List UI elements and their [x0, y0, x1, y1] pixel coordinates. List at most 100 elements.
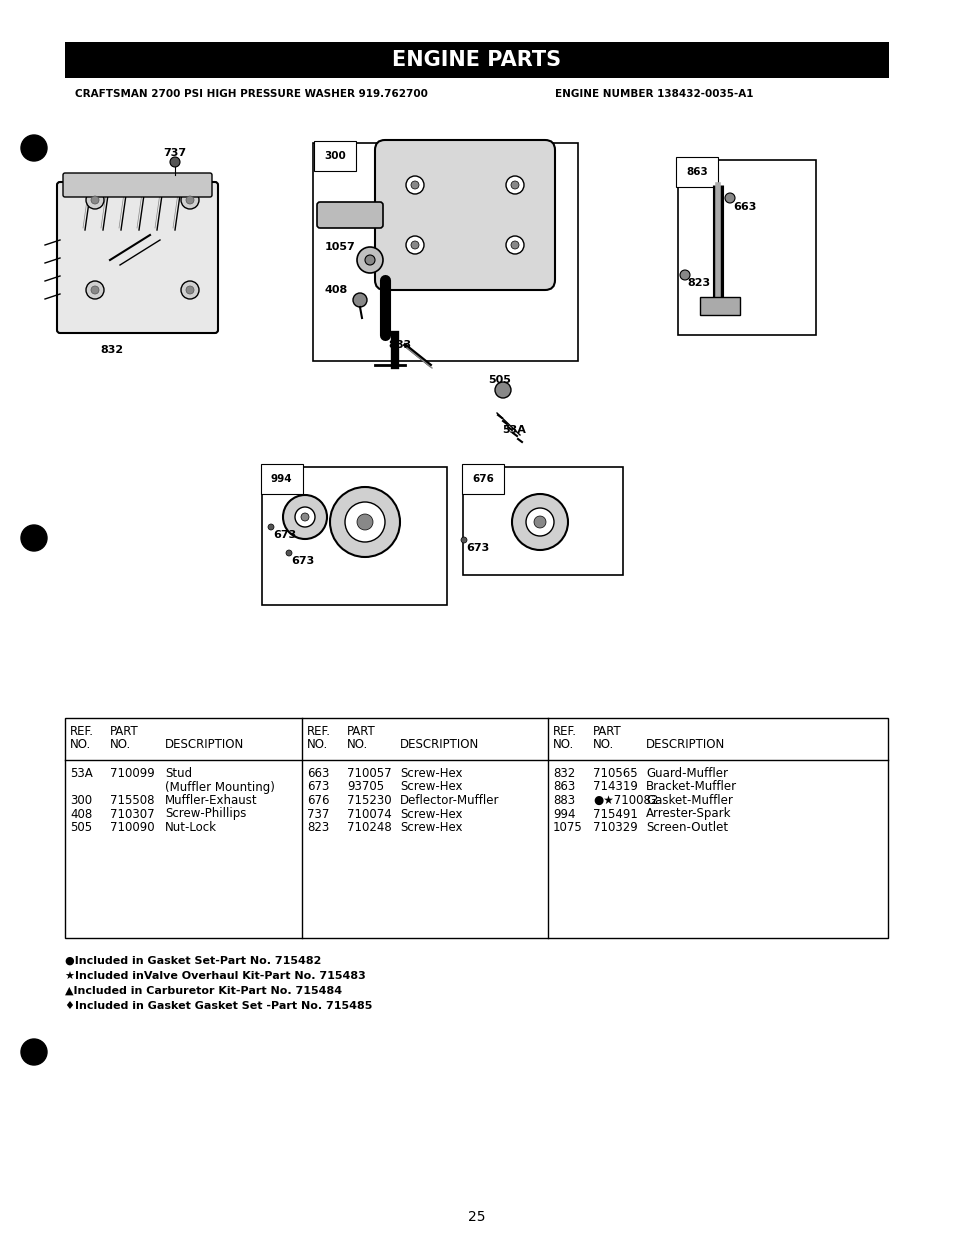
Text: 408: 408	[325, 285, 348, 295]
Text: ENGINE NUMBER 138432-0035-A1: ENGINE NUMBER 138432-0035-A1	[555, 89, 753, 99]
Text: 714319: 714319	[593, 780, 638, 794]
Circle shape	[406, 236, 423, 254]
Circle shape	[294, 508, 314, 527]
Text: Screw-Hex: Screw-Hex	[399, 821, 462, 834]
Text: 832: 832	[553, 768, 575, 780]
Text: ●Included in Gasket Set-Part No. 715482: ●Included in Gasket Set-Part No. 715482	[65, 956, 321, 966]
Text: 673: 673	[307, 780, 329, 794]
Circle shape	[283, 495, 327, 539]
Text: PART: PART	[110, 725, 138, 738]
Circle shape	[460, 537, 467, 543]
Text: NO.: NO.	[110, 738, 132, 751]
Text: 710307: 710307	[110, 807, 154, 821]
Text: 710074: 710074	[347, 807, 392, 821]
FancyBboxPatch shape	[316, 202, 382, 228]
Text: 93705: 93705	[347, 780, 384, 794]
Text: 300: 300	[70, 794, 92, 807]
Text: ENGINE PARTS: ENGINE PARTS	[392, 50, 561, 71]
Circle shape	[505, 236, 523, 254]
Circle shape	[411, 181, 418, 189]
Circle shape	[21, 135, 47, 161]
Circle shape	[511, 181, 518, 189]
Text: 832: 832	[100, 345, 123, 355]
Circle shape	[356, 248, 382, 274]
Bar	[65, 718, 887, 938]
Text: Bracket-Muffler: Bracket-Muffler	[645, 780, 737, 794]
Circle shape	[301, 513, 309, 521]
Circle shape	[345, 501, 385, 542]
Text: PART: PART	[593, 725, 621, 738]
Bar	[313, 144, 578, 361]
Bar	[65, 42, 888, 78]
Bar	[678, 160, 815, 335]
Circle shape	[365, 255, 375, 265]
Text: DESCRIPTION: DESCRIPTION	[165, 738, 244, 751]
Text: Screw-Phillips: Screw-Phillips	[165, 807, 246, 821]
Text: 883: 883	[553, 794, 575, 807]
Text: Arrester-Spark: Arrester-Spark	[645, 807, 731, 821]
Circle shape	[186, 196, 193, 204]
Text: 505: 505	[70, 821, 92, 834]
Text: 823: 823	[307, 821, 329, 834]
Circle shape	[505, 176, 523, 194]
Text: DESCRIPTION: DESCRIPTION	[645, 738, 724, 751]
Circle shape	[511, 241, 518, 249]
Text: 663: 663	[307, 768, 329, 780]
Circle shape	[356, 514, 373, 530]
Circle shape	[186, 286, 193, 293]
Circle shape	[21, 525, 47, 551]
Text: 673: 673	[273, 530, 296, 540]
Text: REF.: REF.	[70, 725, 94, 738]
Circle shape	[330, 487, 399, 557]
Text: 715508: 715508	[110, 794, 154, 807]
Text: 883: 883	[388, 340, 411, 350]
Text: 823: 823	[686, 279, 709, 288]
Text: PART: PART	[347, 725, 375, 738]
Text: 737: 737	[307, 807, 329, 821]
Text: NO.: NO.	[307, 738, 328, 751]
Circle shape	[724, 193, 734, 203]
Bar	[700, 297, 740, 314]
Text: 710248: 710248	[347, 821, 392, 834]
Circle shape	[86, 191, 104, 209]
Text: 710099: 710099	[110, 768, 154, 780]
Text: Nut-Lock: Nut-Lock	[165, 821, 216, 834]
Text: 710329: 710329	[593, 821, 638, 834]
Text: Stud: Stud	[165, 768, 192, 780]
Text: NO.: NO.	[70, 738, 91, 751]
Text: 673: 673	[465, 543, 489, 553]
Circle shape	[91, 196, 99, 204]
Bar	[462, 467, 622, 574]
Bar	[262, 467, 447, 605]
Text: Screw-Hex: Screw-Hex	[399, 780, 462, 794]
Text: 715491: 715491	[593, 807, 638, 821]
Text: 676: 676	[472, 474, 494, 484]
Text: ▲Included in Carburetor Kit-Part No. 715484: ▲Included in Carburetor Kit-Part No. 715…	[65, 985, 342, 997]
Text: REF.: REF.	[553, 725, 577, 738]
Circle shape	[679, 270, 689, 280]
Circle shape	[86, 281, 104, 300]
Text: 53A: 53A	[501, 425, 525, 435]
Text: Screw-Hex: Screw-Hex	[399, 768, 462, 780]
Text: ★Included inValve Overhaul Kit-Part No. 715483: ★Included inValve Overhaul Kit-Part No. …	[65, 971, 365, 980]
Text: 710565: 710565	[593, 768, 637, 780]
Circle shape	[406, 176, 423, 194]
Text: 408: 408	[70, 807, 92, 821]
FancyBboxPatch shape	[63, 173, 212, 197]
Text: 863: 863	[553, 780, 575, 794]
Text: Screen-Outlet: Screen-Outlet	[645, 821, 727, 834]
Text: 715230: 715230	[347, 794, 392, 807]
Circle shape	[170, 157, 180, 167]
Text: 863: 863	[685, 167, 707, 177]
Circle shape	[181, 281, 199, 300]
Text: 1057: 1057	[325, 241, 355, 253]
Text: 505: 505	[488, 375, 511, 385]
Circle shape	[91, 286, 99, 293]
Text: Gasket-Muffler: Gasket-Muffler	[645, 794, 732, 807]
Circle shape	[268, 524, 274, 530]
Text: 663: 663	[732, 202, 756, 212]
Circle shape	[181, 191, 199, 209]
Text: 710057: 710057	[347, 768, 392, 780]
Text: DESCRIPTION: DESCRIPTION	[399, 738, 478, 751]
Text: 673: 673	[291, 556, 314, 566]
